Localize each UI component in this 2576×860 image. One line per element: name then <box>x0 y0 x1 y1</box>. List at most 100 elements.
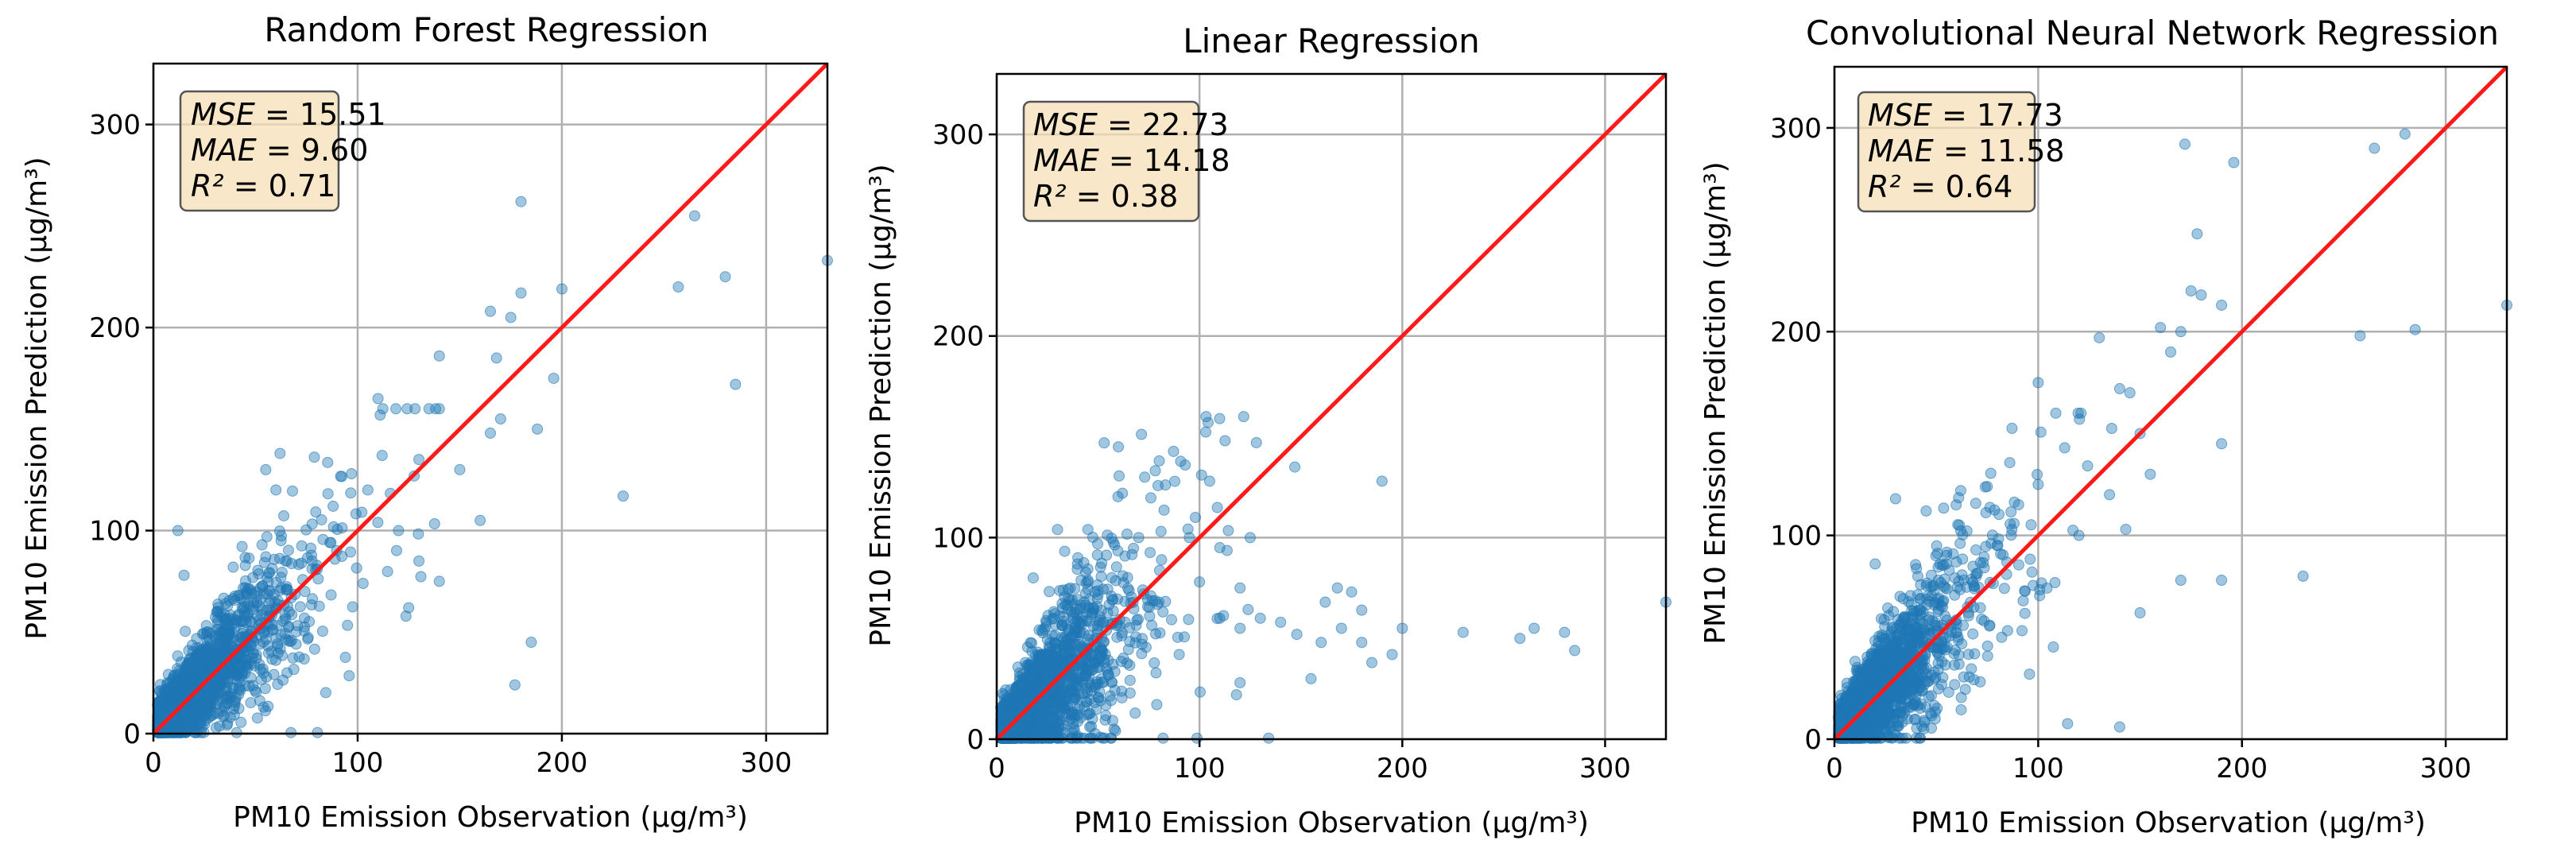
data-point <box>509 679 521 691</box>
x-tick-label: 300 <box>740 747 792 779</box>
stat-mae-value: 14.18 <box>1144 143 1230 178</box>
data-point <box>1183 532 1195 544</box>
data-point <box>1069 583 1081 595</box>
data-point <box>1129 637 1141 649</box>
scatter-points <box>152 196 833 738</box>
data-point <box>1136 648 1148 660</box>
data-point <box>1151 699 1163 711</box>
data-point <box>1211 502 1223 513</box>
data-point <box>1559 626 1571 638</box>
data-point <box>1145 547 1156 559</box>
data-point <box>382 566 393 578</box>
data-point <box>1169 475 1181 487</box>
data-point <box>1356 604 1368 616</box>
data-point <box>372 393 384 405</box>
data-point <box>1093 652 1105 664</box>
data-point <box>322 456 334 468</box>
data-point <box>1072 678 1084 690</box>
data-point <box>1049 637 1061 649</box>
data-point <box>1106 695 1118 707</box>
data-point <box>372 517 384 529</box>
data-point <box>490 352 502 364</box>
data-point <box>1072 710 1084 722</box>
data-point <box>1230 689 1242 701</box>
data-point <box>1145 492 1156 504</box>
data-point <box>1157 732 1169 744</box>
data-point <box>1079 587 1091 599</box>
data-point <box>1234 582 1246 594</box>
data-point <box>324 537 336 548</box>
data-point <box>1032 732 1044 744</box>
data-point <box>1092 538 1104 550</box>
y-tick-label: 300 <box>932 119 984 151</box>
data-point <box>1250 436 1262 448</box>
data-point <box>525 637 537 649</box>
data-point <box>1044 586 1056 598</box>
data-point <box>2017 595 2029 606</box>
data-point <box>306 518 318 530</box>
data-point <box>316 513 327 525</box>
data-point <box>1214 542 1226 554</box>
stat-mae: MAE = 14.18 <box>1033 143 1230 178</box>
data-point <box>1238 411 1249 423</box>
data-point <box>165 684 177 695</box>
data-point <box>1082 576 1094 588</box>
data-point <box>1113 441 1125 453</box>
y-tick-label: 100 <box>932 522 984 554</box>
data-point <box>346 468 358 480</box>
data-point <box>266 563 278 575</box>
data-point <box>228 709 240 721</box>
data-point <box>1121 529 1133 540</box>
data-point <box>1254 612 1266 624</box>
y-tick-label: 100 <box>89 516 141 548</box>
scatter-points <box>1833 128 2512 744</box>
x-axis-label: PM10 Emission Observation (μg/m³) <box>233 801 748 834</box>
data-point <box>1149 657 1160 669</box>
data-point <box>1107 605 1119 617</box>
data-point <box>1514 633 1526 645</box>
data-point <box>2047 641 2059 653</box>
data-point <box>505 312 517 323</box>
data-point <box>1153 596 1165 608</box>
data-point <box>180 626 192 637</box>
data-point <box>1079 599 1091 611</box>
data-point <box>273 525 285 537</box>
data-point <box>1124 687 1136 699</box>
data-point <box>515 196 527 207</box>
data-point <box>239 680 251 691</box>
data-point <box>403 602 415 614</box>
data-point <box>1168 445 1180 457</box>
data-point <box>222 642 234 654</box>
data-point <box>336 522 348 534</box>
stat-mse: MSE = 15.51 <box>191 97 386 132</box>
data-point <box>362 484 374 496</box>
data-point <box>1097 616 1109 628</box>
data-point <box>251 712 263 724</box>
data-point <box>236 540 248 552</box>
data-point <box>1263 732 1275 744</box>
scatter-points <box>995 411 1671 744</box>
data-point <box>1152 479 1164 491</box>
data-point <box>1203 475 1215 487</box>
data-point <box>2062 718 2074 730</box>
data-point <box>454 463 466 475</box>
data-point <box>1062 624 1074 636</box>
data-point <box>343 670 355 682</box>
data-point <box>1165 614 1177 626</box>
data-point <box>1071 614 1083 626</box>
data-point <box>239 552 251 564</box>
data-point <box>1110 725 1121 737</box>
data-point <box>1149 465 1161 477</box>
data-point <box>188 668 200 680</box>
x-axis-label: PM10 Emission Observation (μg/m³) <box>1074 807 1589 839</box>
data-point <box>267 624 279 636</box>
data-point <box>1291 629 1303 641</box>
data-point <box>254 582 266 594</box>
data-point <box>433 575 445 587</box>
data-point <box>280 613 292 625</box>
data-point <box>1078 627 1090 639</box>
data-point <box>390 544 402 556</box>
data-point <box>351 562 362 574</box>
data-point <box>1086 685 1098 697</box>
data-point <box>1099 714 1111 726</box>
